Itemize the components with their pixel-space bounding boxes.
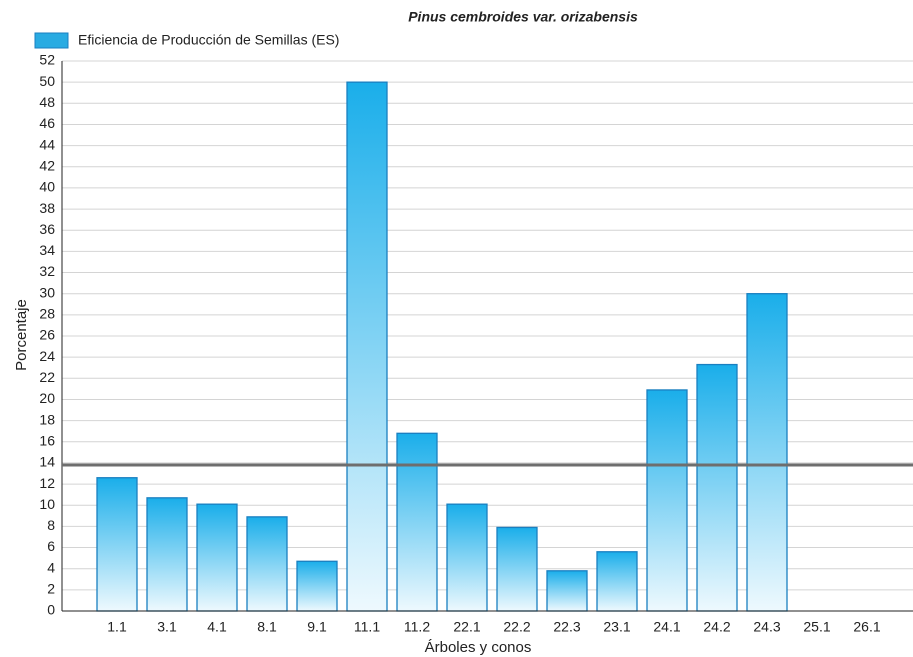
- y-tick-label: 30: [39, 284, 55, 300]
- y-tick-label: 14: [39, 454, 55, 470]
- y-tick-label: 36: [39, 221, 55, 237]
- bar: [496, 526, 538, 612]
- y-tick-label: 4: [47, 559, 55, 575]
- bar: [746, 293, 788, 612]
- x-tick-label: 11.1: [354, 619, 380, 635]
- x-axis-label: Árboles y conos: [425, 639, 532, 656]
- y-tick-label: 44: [39, 136, 55, 152]
- x-tick-label: 8.1: [257, 619, 277, 635]
- bar: [146, 497, 188, 612]
- bar: [246, 516, 288, 612]
- y-tick-label: 38: [39, 200, 55, 216]
- bar: [546, 570, 588, 612]
- y-tick-label: 24: [39, 348, 55, 364]
- y-tick-label: 50: [39, 73, 55, 89]
- y-tick-label: 34: [39, 242, 55, 258]
- y-tick-label: 12: [39, 475, 55, 491]
- y-tick-label: 48: [39, 94, 55, 110]
- legend-swatch: [34, 32, 69, 49]
- y-tick-label: 8: [47, 517, 55, 533]
- y-tick-label: 6: [47, 538, 55, 554]
- bar: [296, 560, 338, 612]
- y-tick-label: 20: [39, 390, 55, 406]
- y-tick-label: 2: [47, 581, 55, 597]
- y-tick-label: 10: [39, 496, 55, 512]
- x-tick-label: 3.1: [157, 619, 177, 635]
- bar: [446, 503, 488, 612]
- bar: [696, 363, 738, 612]
- y-tick-label: 42: [39, 157, 55, 173]
- bar: [646, 389, 688, 612]
- y-tick-label: 32: [39, 263, 55, 279]
- bar: [96, 477, 138, 612]
- y-tick-label: 40: [39, 179, 55, 195]
- x-tick-label: 23.1: [603, 619, 630, 635]
- bar: [396, 432, 438, 612]
- x-tick-label: 22.1: [453, 619, 480, 635]
- chart-title: Pinus cembroides var. orizabensis: [408, 9, 638, 25]
- x-tick-label: 24.3: [753, 619, 780, 635]
- y-tick-label: 18: [39, 411, 55, 427]
- y-tick-label: 52: [39, 52, 55, 68]
- legend-label: Eficiencia de Producción de Semillas (ES…: [78, 32, 339, 48]
- x-tick-label: 9.1: [307, 619, 327, 635]
- x-tick-label: 2.2: [57, 619, 77, 635]
- y-tick-label: 16: [39, 432, 55, 448]
- y-tick-label: 46: [39, 115, 55, 131]
- x-tick-label: 24.1: [653, 619, 680, 635]
- y-tick-label: 0: [47, 602, 55, 618]
- x-tick-label: 11.2: [404, 619, 430, 635]
- x-tick-label: 1.1: [107, 619, 127, 635]
- bar: [196, 503, 238, 612]
- x-tick-label: 4.1: [207, 619, 227, 635]
- x-tick-label: 26.1: [853, 619, 880, 635]
- y-tick-label: 26: [39, 327, 55, 343]
- x-tick-label: 25.1: [803, 619, 830, 635]
- bar: [346, 81, 388, 612]
- y-tick-label: 22: [39, 369, 55, 385]
- bar: [596, 551, 638, 612]
- y-axis-label: Porcentaje: [13, 299, 30, 371]
- x-tick-label: 22.3: [553, 619, 580, 635]
- x-tick-label: 22.2: [503, 619, 530, 635]
- y-tick-label: 28: [39, 306, 55, 322]
- x-tick-label: 24.2: [703, 619, 730, 635]
